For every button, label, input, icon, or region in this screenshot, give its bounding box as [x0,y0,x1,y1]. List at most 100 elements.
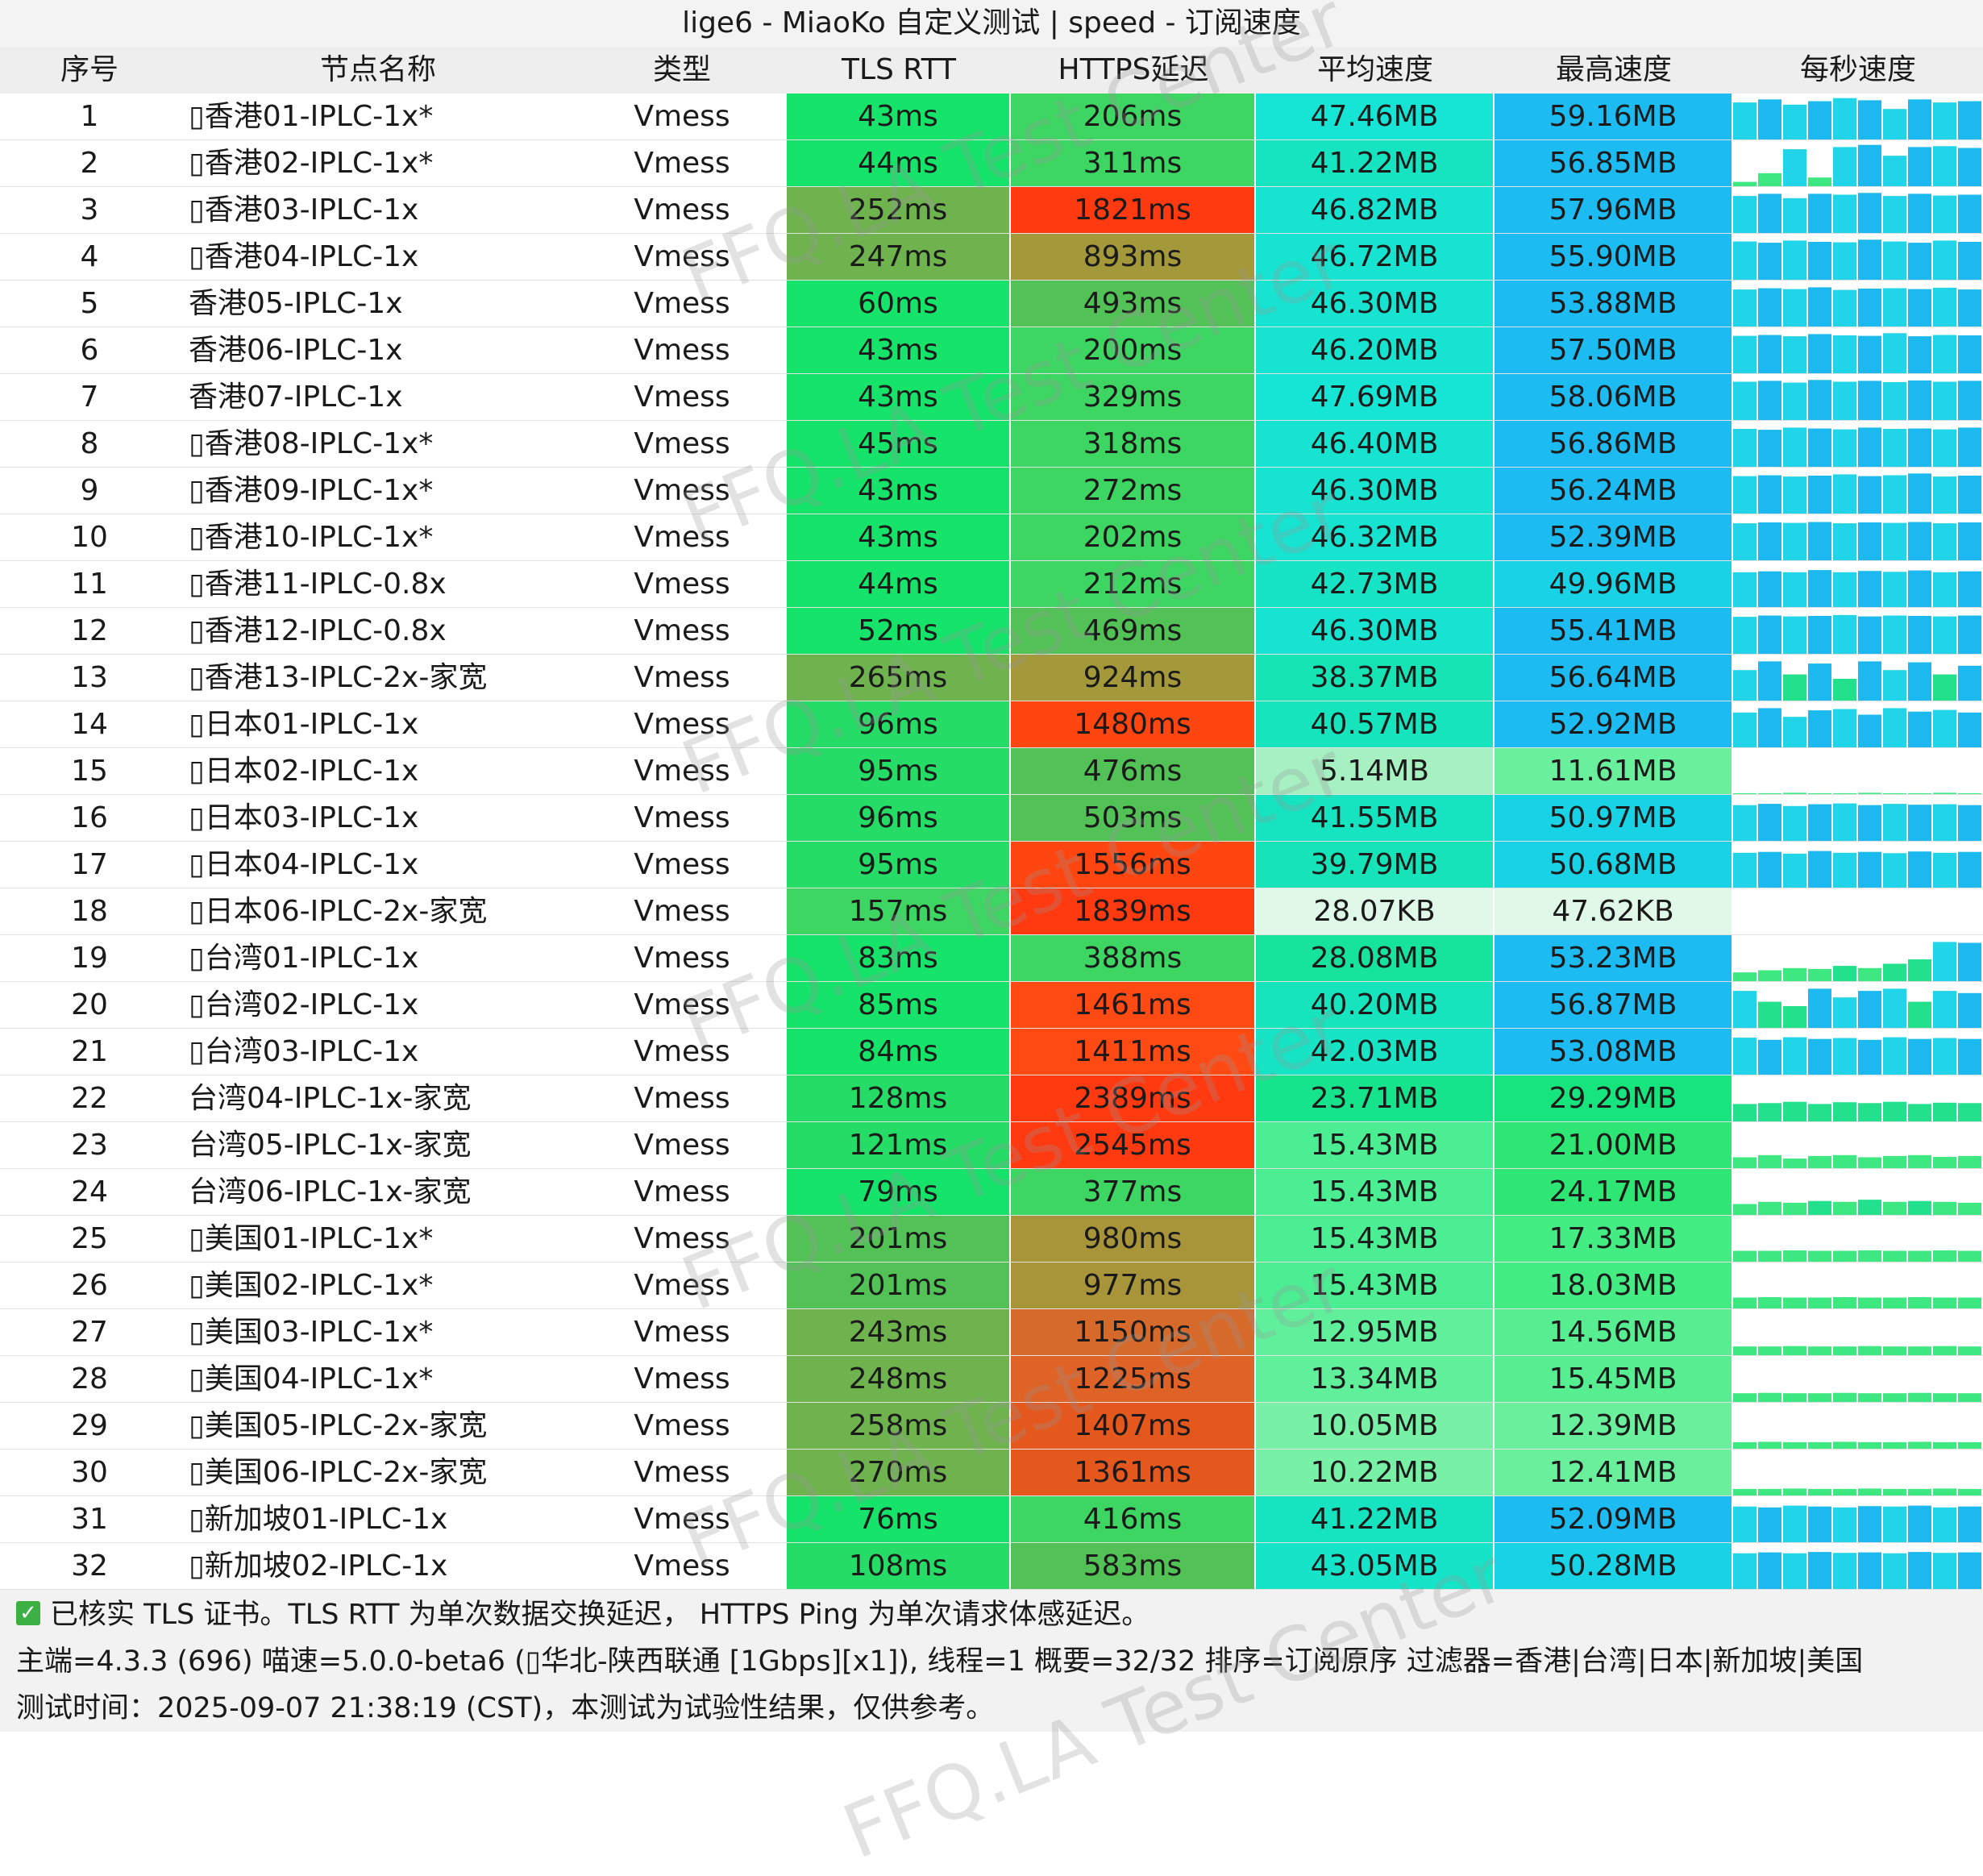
cell-https-latency: 583ms [1011,1543,1256,1589]
sparkline-bar [1758,1103,1781,1121]
cell-max-speed: 21.00MB [1495,1122,1733,1168]
sparkline-bar [1833,1392,1856,1402]
speed-sparkline [1733,982,1983,1028]
sparkline-bar [1758,1039,1781,1075]
sparkline-bar [1908,1505,1931,1542]
cell-tls-rtt: 108ms [787,1543,1011,1589]
sparkline-bar [1858,967,1881,981]
sparkline-bar [1958,289,1981,327]
sparkline-bar [1833,1154,1856,1168]
cell-https-latency: 980ms [1011,1216,1256,1262]
table-row: 6 香港06-IPLC-1x Vmess 43ms 200ms 46.20MB 57.50M… [0,327,1983,374]
speed-sparkline [1733,468,1983,514]
cell-avg-speed: 13.34MB [1256,1356,1495,1402]
cell-tls-rtt: 43ms [787,327,1011,373]
sparkline-bar [1808,1552,1831,1589]
sparkline-bar [1758,851,1781,888]
table-row: 24 台湾06-IPLC-1x-家宽 Vmess 79ms 377ms 15.43MB 24… [0,1169,1983,1216]
cell-type: Vmess [634,287,730,320]
sparkline-bar [1833,572,1856,607]
table-row: 17 ▯日本04-IPLC-1x Vmess 95ms 1556ms 39.79MB 50.… [0,842,1983,888]
sparkline-bar [1833,523,1856,560]
cell-max-speed: 49.96MB [1495,561,1733,607]
sparkline-bar [1833,98,1856,139]
cell-avg-speed: 10.22MB [1256,1450,1495,1495]
sparkline-bar [1958,194,1981,233]
speed-sparkline [1733,1169,1983,1215]
cell-index: 23 [71,1129,108,1162]
cell-https-latency: 2545ms [1011,1122,1256,1168]
sparkline-bar [1908,522,1931,560]
table-row: 19 ▯台湾01-IPLC-1x Vmess 83ms 388ms 28.08MB 53.2… [0,935,1983,982]
sparkline-bar [1783,1488,1806,1495]
header-tls-rtt: TLS RTT [841,53,957,86]
sparkline-bar [1933,102,1956,139]
sparkline-bar [1833,966,1856,981]
cell-https-latency: 1150ms [1011,1309,1256,1355]
sparkline-bar [1858,805,1881,841]
cell-max-speed: 56.87MB [1495,982,1733,1028]
cell-https-latency: 1411ms [1011,1029,1256,1075]
cell-avg-speed: 40.57MB [1256,701,1495,747]
sparkline-bar [1758,1507,1781,1542]
sparkline-bar [1958,1506,1981,1542]
cell-avg-speed: 42.03MB [1256,1029,1495,1075]
sparkline-bar [1858,661,1881,701]
check-icon: ✓ [16,1601,40,1625]
speed-sparkline [1733,561,1983,607]
sparkline-bar [1908,1552,1931,1589]
sparkline-bar [1933,523,1956,560]
cell-max-speed: 12.41MB [1495,1450,1733,1495]
sparkline-bar [1808,663,1831,701]
cell-https-latency: 318ms [1011,421,1256,467]
cell-max-speed: 56.64MB [1495,655,1733,701]
sparkline-bar [1883,804,1906,841]
cell-type: Vmess [634,1456,730,1489]
cell-node-name: 台湾04-IPLC-1x-家宽 [189,1082,472,1115]
sparkline-bar [1883,1346,1906,1355]
sparkline-bar [1808,1297,1831,1308]
footer-info: ✓ 已核实 TLS 证书。TLS RTT 为单次数据交换延迟， HTTPS Pin… [0,1590,1983,1732]
sparkline-bar [1733,102,1756,139]
speed-sparkline [1733,1262,1983,1308]
cell-avg-speed: 46.32MB [1256,514,1495,560]
cell-https-latency: 311ms [1011,140,1256,186]
sparkline-bar [1833,1297,1856,1308]
cell-https-latency: 1361ms [1011,1450,1256,1495]
sparkline-bar [1808,287,1831,327]
sparkline-bar [1933,1507,1956,1542]
sparkline-bar [1933,1102,1956,1121]
sparkline-bar [1933,1393,1956,1402]
speed-sparkline [1733,748,1983,794]
sparkline-bar [1908,1441,1931,1449]
sparkline-bar [1808,1155,1831,1168]
sparkline-bar [1883,382,1906,420]
sparkline-bar [1933,146,1956,186]
sparkline-bar [1933,572,1956,607]
sparkline-bar [1908,289,1931,327]
sparkline-bar [1733,1441,1756,1449]
sparkline-bar [1908,428,1931,467]
cell-https-latency: 1461ms [1011,982,1256,1028]
sparkline-bar [1858,381,1881,420]
sparkline-bar [1908,1488,1931,1495]
cell-avg-speed: 15.43MB [1256,1262,1495,1308]
sparkline-bar [1733,1297,1756,1308]
sparkline-bar [1733,429,1756,467]
sparkline-bar [1958,427,1981,467]
table-row: 7 香港07-IPLC-1x Vmess 43ms 329ms 47.69MB 58.06M… [0,374,1983,421]
cell-avg-speed: 15.43MB [1256,1169,1495,1215]
sparkline-bar [1758,335,1781,373]
sparkline-bar [1933,381,1956,420]
cell-node-name: ▯香港10-IPLC-1x* [189,521,434,554]
cell-tls-rtt: 157ms [787,888,1011,934]
cell-tls-rtt: 43ms [787,374,1011,420]
cell-avg-speed: 46.40MB [1256,421,1495,467]
cell-tls-rtt: 96ms [787,795,1011,841]
sparkline-bar [1933,1488,1956,1495]
sparkline-bar [1933,804,1956,841]
cell-max-speed: 53.08MB [1495,1029,1733,1075]
sparkline-bar [1883,1506,1906,1542]
sparkline-bar [1933,942,1956,981]
cell-https-latency: 377ms [1011,1169,1256,1215]
